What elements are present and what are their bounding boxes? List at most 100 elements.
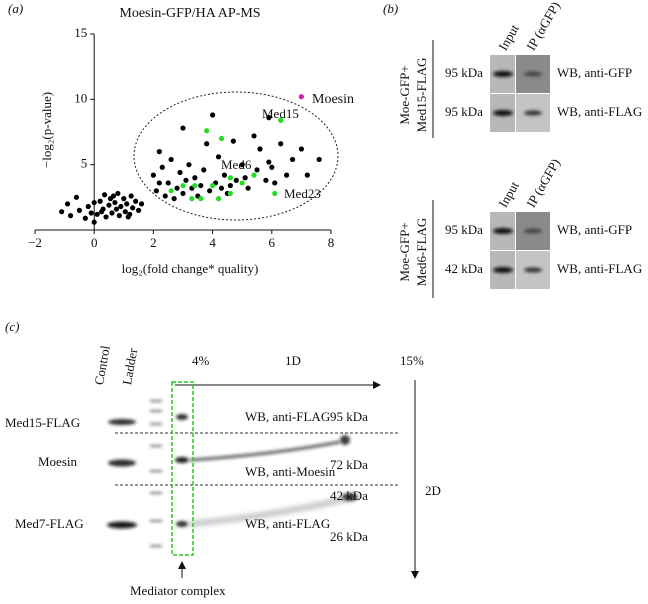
point — [257, 146, 263, 152]
point — [109, 210, 115, 216]
panel-label: (b) — [383, 1, 398, 16]
point — [266, 115, 272, 121]
point — [251, 133, 257, 139]
cluster-outline — [133, 91, 339, 221]
x-tick-label: −2 — [28, 235, 42, 250]
annotation: Moesin — [312, 92, 354, 107]
point — [210, 182, 216, 189]
point — [113, 206, 119, 212]
point — [82, 215, 88, 221]
point — [183, 177, 189, 183]
point — [239, 162, 245, 168]
point — [88, 210, 94, 216]
protein-label: Med7-FLAG — [15, 516, 84, 531]
blot-label: WB, anti-GFP — [557, 65, 632, 80]
point — [174, 185, 180, 191]
band — [524, 71, 542, 77]
panel-c: (c) Control Ladder 4% 1D 15% 2D Med15-FL… — [5, 319, 441, 598]
point — [156, 180, 162, 186]
x-tick-label: 0 — [91, 235, 98, 250]
point — [289, 156, 296, 163]
point — [304, 172, 310, 178]
point — [227, 190, 233, 197]
point — [153, 188, 159, 194]
blot-label: WB, anti-Moesin — [245, 464, 336, 479]
point — [227, 182, 233, 189]
point — [116, 213, 122, 219]
point — [180, 125, 186, 131]
blot-label: WB, anti-FLAG — [245, 409, 330, 424]
point — [298, 146, 304, 152]
point — [278, 117, 284, 123]
point — [94, 211, 100, 217]
band — [524, 228, 542, 234]
gradient-label: 1D — [285, 353, 301, 368]
point — [198, 182, 204, 189]
point — [192, 175, 198, 181]
size-label: 26 kDa — [330, 529, 368, 544]
point — [130, 205, 136, 211]
point — [97, 198, 103, 204]
group-label: Med6-FLAG — [414, 218, 429, 287]
point — [269, 164, 275, 170]
y-tick-label: 5 — [81, 156, 88, 171]
size-label: 72 kDa — [330, 457, 368, 472]
point — [171, 196, 177, 202]
panel-b: (b) Input IP (αGFP)Moe-GFP+ Med15-FLAG 95 k… — [383, 0, 642, 298]
band — [493, 228, 513, 234]
point — [215, 196, 222, 202]
size-label: 95 kDa — [330, 409, 368, 424]
point — [156, 149, 162, 155]
point — [177, 169, 183, 176]
y-axis-label: −log₂(p-value) — [39, 92, 54, 168]
point — [124, 201, 130, 207]
band — [493, 110, 513, 116]
point — [76, 207, 82, 213]
y-tick-label: 10 — [74, 90, 87, 105]
point — [59, 209, 65, 215]
group-label: Moe-GFP+ — [397, 222, 412, 281]
point — [207, 188, 213, 194]
point — [316, 156, 322, 163]
point — [150, 172, 156, 178]
point — [101, 192, 108, 198]
x-axis-label: log₂(fold change* quality) — [122, 261, 259, 276]
lane-label: Control — [91, 344, 113, 386]
point — [245, 185, 251, 191]
point — [254, 167, 260, 173]
point — [221, 172, 228, 178]
point — [227, 175, 233, 181]
panel-label: (a) — [8, 1, 23, 16]
blot-label: WB, anti-FLAG — [557, 261, 642, 276]
axis-label: 2D — [425, 483, 441, 498]
point — [91, 219, 97, 225]
annotation: Med6 — [221, 157, 252, 172]
note: Mediator complex — [130, 583, 226, 598]
size-label: 42 kDa — [445, 261, 483, 276]
point — [73, 194, 80, 200]
panel-label: (c) — [5, 319, 19, 334]
size-label: 42 kDa — [330, 488, 368, 503]
x-tick-label: 2 — [150, 235, 157, 250]
gradient-label: 15% — [400, 353, 424, 368]
point — [162, 193, 168, 199]
point — [110, 193, 117, 199]
band — [493, 267, 513, 273]
column-header: IP (αGFP) — [523, 0, 563, 53]
point — [133, 198, 139, 204]
protein-label: Moesin — [38, 454, 78, 469]
gradient-label: 4% — [192, 353, 210, 368]
point — [138, 201, 145, 207]
point — [106, 202, 112, 208]
point — [64, 201, 71, 207]
point — [91, 199, 97, 206]
point — [103, 214, 109, 220]
point — [121, 196, 127, 202]
column-header: IP (αGFP) — [523, 156, 563, 210]
band — [524, 110, 542, 116]
point — [122, 209, 128, 215]
point — [239, 180, 245, 186]
annotation: Med23 — [284, 186, 321, 201]
point — [298, 94, 304, 100]
protein-label: Med15-FLAG — [5, 415, 80, 430]
